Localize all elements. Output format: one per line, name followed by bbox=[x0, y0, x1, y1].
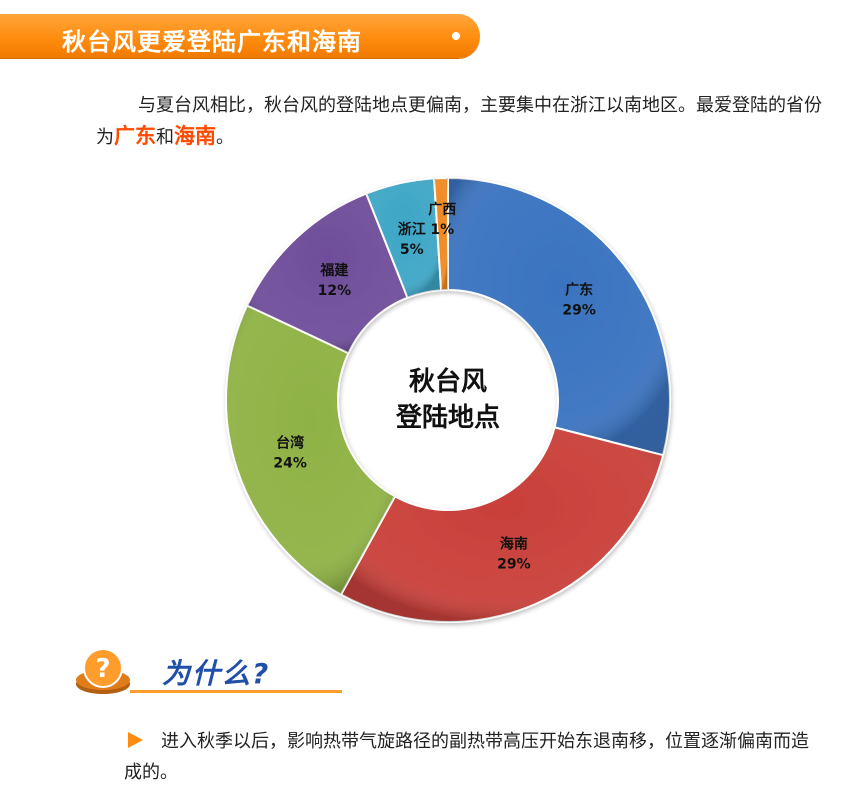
slice-gloss-1 bbox=[341, 427, 664, 622]
slice-gloss-5 bbox=[434, 178, 448, 291]
slice-percent-label: 24% bbox=[273, 455, 307, 471]
title-banner: 秋台风更爱登陆广东和海南 bbox=[0, 14, 480, 58]
slice-percent-label: 5% bbox=[400, 242, 424, 258]
slice-gloss-4 bbox=[366, 178, 442, 298]
slice-percent-label: 29% bbox=[497, 556, 531, 572]
intro-end: 。 bbox=[216, 127, 234, 148]
intro-and: 和 bbox=[156, 127, 174, 148]
slice-percent-label: 29% bbox=[562, 302, 596, 318]
highlight-hainan: 海南 bbox=[174, 124, 216, 148]
slice-gloss-3 bbox=[247, 193, 408, 354]
slice-category-label: 台湾 bbox=[276, 434, 304, 451]
donut-chart: 广东 29% 海南 29% 台湾 24% 福建 12% 浙江 5% 广西 1% 秋台风 登陆地点 bbox=[225, 176, 671, 623]
slice-category-label: 广东 bbox=[565, 281, 593, 298]
why-text: 进入秋季以后，影响热带气旋路径的副热带高压开始东退南移，位置逐渐偏南而造成的。 bbox=[124, 731, 809, 783]
slice-percent-label: 12% bbox=[318, 283, 352, 299]
play-triangle-icon bbox=[128, 732, 143, 748]
slice-gloss-0 bbox=[448, 178, 671, 456]
center-label-line1: 秋台风 bbox=[409, 366, 487, 397]
page-title: 秋台风更爱登陆广东和海南 bbox=[62, 28, 362, 56]
highlight-guangdong: 广东 bbox=[114, 124, 156, 148]
center-label-line2: 登陆地点 bbox=[395, 402, 500, 433]
slice-category-label: 广西 bbox=[428, 201, 456, 218]
slice-category-label: 福建 bbox=[319, 262, 348, 279]
question-badge-icon: ? bbox=[76, 648, 130, 694]
slice-category-label: 浙江 bbox=[398, 221, 426, 238]
slice-gloss-2 bbox=[225, 305, 396, 595]
intro-text: 与夏台风相比，秋台风的登陆地点更偏南，主要集中在浙江以南地区。最爱登陆的省份为 bbox=[96, 95, 822, 148]
slice-percent-label: 1% bbox=[430, 222, 454, 238]
svg-text:?: ? bbox=[95, 654, 110, 684]
slice-category-label: 海南 bbox=[500, 535, 528, 552]
intro-paragraph: 与夏台风相比，秋台风的登陆地点更偏南，主要集中在浙江以南地区。最爱登陆的省份为广… bbox=[96, 90, 836, 153]
why-explanation: 进入秋季以后，影响热带气旋路径的副热带高压开始东退南移，位置逐渐偏南而造成的。 bbox=[124, 726, 824, 788]
why-underline bbox=[130, 690, 342, 693]
why-heading: 为什么? bbox=[162, 657, 271, 690]
title-bullet-icon bbox=[452, 32, 460, 40]
